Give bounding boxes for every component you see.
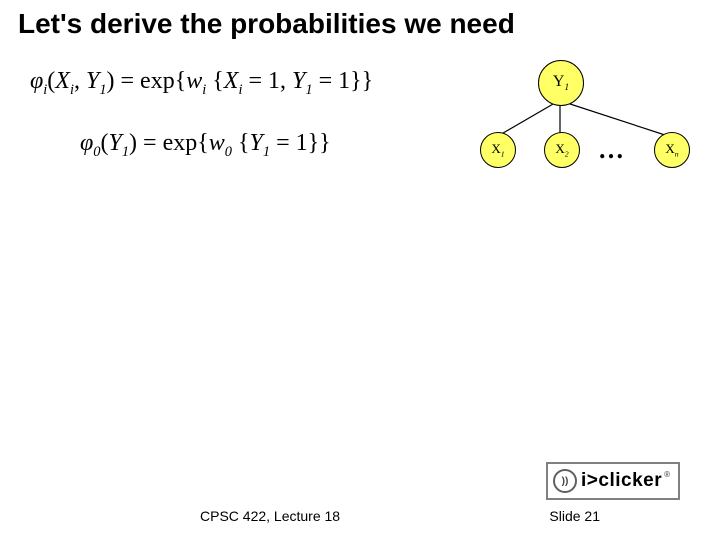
Y0-sub: 1 [122,144,129,160]
X2-var: X [224,68,239,94]
iclicker-icon: )) [553,469,577,493]
inner-brace-2: { [232,130,250,156]
comma: , [74,68,86,94]
w-var: w [186,68,202,94]
w0-var: w [209,130,225,156]
Y2-sub: 1 [305,82,312,98]
node-xn: Xn [654,132,690,168]
naive-bayes-graph: Y1 X1 X2 … Xn [440,60,700,200]
equals-exp-2: = exp{ [137,130,209,156]
y1-eq-1: = 1 [313,68,351,94]
node-y-label: Y1 [553,73,569,93]
y1-eq-1b: = 1 [270,130,308,156]
close-paren-2: ) [129,130,137,156]
node-y1: Y1 [538,60,584,106]
equation-phi-i: φi(Xi, Y1) = exp{wi {Xi = 1, Y1 = 1}} [30,68,373,99]
close-paren: ) [107,68,115,94]
node-x1: X1 [480,132,516,168]
xi-eq-1: = 1, [242,68,292,94]
Y00-var: Y [250,130,263,156]
Y0-var: Y [108,130,121,156]
phi0-symbol: φ [80,130,93,156]
footer-slide-number: Slide 21 [549,508,600,524]
iclicker-logo: )) i>clicker® [546,462,680,500]
phi-symbol: φ [30,68,43,94]
inner-brace: { [206,68,224,94]
Y-var: Y [86,68,99,94]
iclicker-text: i>clicker® [581,470,671,492]
ellipsis: … [598,135,624,165]
footer-course: CPSC 422, Lecture 18 [200,508,340,524]
node-x2-label: X2 [555,141,568,159]
close-braces: }} [350,68,373,94]
Y-sub: 1 [99,82,106,98]
Y2-var: Y [292,68,305,94]
node-xn-label: Xn [665,141,678,159]
page-title: Let's derive the probabilities we need [18,8,515,40]
equation-phi-0: φ0(Y1) = exp{w0 {Y1 = 1}} [80,130,331,161]
node-x2: X2 [544,132,580,168]
Y00-sub: 1 [263,144,270,160]
edge-y-xn [564,102,668,136]
w0-sub: 0 [225,144,232,160]
edge-y-x1 [498,100,560,136]
close-braces-2: }} [308,130,331,156]
node-x1-label: X1 [491,141,504,159]
equals-exp: = exp{ [115,68,187,94]
X-var: X [55,68,70,94]
